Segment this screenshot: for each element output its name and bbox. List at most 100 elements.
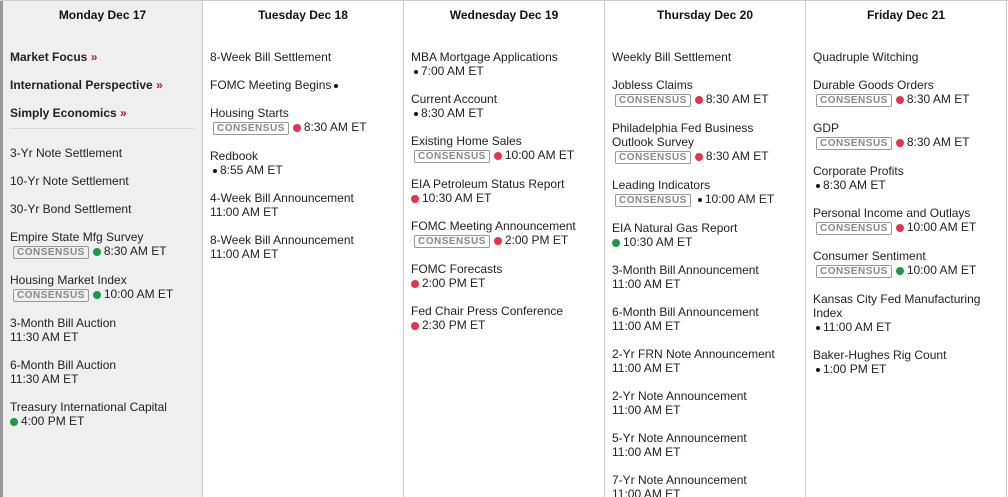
event-title[interactable]: EIA Petroleum Status Report bbox=[411, 177, 565, 191]
event-title[interactable]: FOMC Forecasts bbox=[411, 262, 503, 276]
event-item[interactable]: Existing Home Sales CONSENSUS 10:00 AM ET bbox=[411, 134, 597, 163]
consensus-badge[interactable]: CONSENSUS bbox=[816, 222, 892, 235]
event-title[interactable]: Housing Market Index bbox=[10, 273, 127, 287]
event-item[interactable]: Fed Chair Press Conference 2:30 PM ET bbox=[411, 304, 597, 332]
consensus-badge[interactable]: CONSENSUS bbox=[414, 150, 490, 163]
event-item[interactable]: 7-Yr Note Announcement 11:00 AM ET bbox=[612, 473, 798, 497]
event-title[interactable]: 2-Yr Note Announcement bbox=[612, 389, 747, 403]
consensus-badge[interactable]: CONSENSUS bbox=[615, 194, 691, 207]
event-title[interactable]: 8-Week Bill Announcement bbox=[210, 233, 354, 247]
event-item[interactable]: Kansas City Fed Manufacturing Index 11:00… bbox=[813, 292, 999, 334]
event-item[interactable]: 10-Yr Note Settlement bbox=[10, 174, 195, 188]
event-item[interactable]: Baker-Hughes Rig Count 1:00 PM ET bbox=[813, 348, 999, 376]
consensus-badge[interactable]: CONSENSUS bbox=[816, 137, 892, 150]
consensus-badge[interactable]: CONSENSUS bbox=[13, 246, 89, 259]
event-item[interactable]: FOMC Meeting Announcement CONSENSUS 2:00 P… bbox=[411, 219, 597, 248]
event-item[interactable]: Redbook 8:55 AM ET bbox=[210, 149, 396, 177]
consensus-badge[interactable]: CONSENSUS bbox=[816, 94, 892, 107]
event-title[interactable]: Redbook bbox=[210, 149, 259, 163]
event-title[interactable]: Existing Home Sales bbox=[411, 134, 522, 148]
event-title[interactable]: 30-Yr Bond Settlement bbox=[10, 202, 132, 216]
event-title[interactable]: 2-Yr FRN Note Announcement bbox=[612, 347, 775, 361]
event-title[interactable]: Current Account bbox=[411, 92, 498, 106]
event-item[interactable]: EIA Natural Gas Report 10:30 AM ET bbox=[612, 221, 798, 249]
event-title[interactable]: 10-Yr Note Settlement bbox=[10, 174, 129, 188]
event-item[interactable]: Current Account 8:30 AM ET bbox=[411, 92, 597, 120]
event-title[interactable]: Philadelphia Fed Business Outlook Survey bbox=[612, 121, 754, 149]
importance-dot-icon bbox=[414, 69, 418, 74]
event-title[interactable]: MBA Mortgage Applications bbox=[411, 50, 558, 64]
event-title[interactable]: FOMC Meeting Announcement bbox=[411, 219, 576, 233]
event-item[interactable]: 3-Month Bill Announcement 11:00 AM ET bbox=[612, 263, 798, 291]
event-title[interactable]: Personal Income and Outlays bbox=[813, 206, 971, 220]
report-link[interactable]: Simply Economics » bbox=[10, 106, 195, 120]
event-title[interactable]: Jobless Claims bbox=[612, 78, 693, 92]
report-link-label[interactable]: Simply Economics bbox=[10, 106, 117, 120]
event-title[interactable]: Kansas City Fed Manufacturing Index bbox=[813, 292, 981, 320]
event-item[interactable]: Consumer Sentiment CONSENSUS 10:00 AM ET bbox=[813, 249, 999, 278]
event-title[interactable]: GDP bbox=[813, 121, 840, 135]
event-item[interactable]: MBA Mortgage Applications 7:00 AM ET bbox=[411, 50, 597, 78]
event-title[interactable]: Quadruple Witching bbox=[813, 50, 919, 64]
event-item[interactable]: 4-Week Bill Announcement 11:00 AM ET bbox=[210, 191, 396, 219]
event-item[interactable]: Weekly Bill Settlement bbox=[612, 50, 798, 64]
event-item[interactable]: FOMC Meeting Begins bbox=[210, 78, 396, 92]
event-title[interactable]: EIA Natural Gas Report bbox=[612, 221, 738, 235]
event-title[interactable]: 6-Month Bill Announcement bbox=[612, 305, 759, 319]
consensus-badge[interactable]: CONSENSUS bbox=[615, 151, 691, 164]
event-title[interactable]: 3-Yr Note Settlement bbox=[10, 146, 123, 160]
event-title[interactable]: 5-Yr Note Announcement bbox=[612, 431, 747, 445]
event-item[interactable]: Philadelphia Fed Business Outlook Survey… bbox=[612, 121, 798, 164]
event-item[interactable]: EIA Petroleum Status Report 10:30 AM ET bbox=[411, 177, 597, 205]
event-title[interactable]: Treasury International Capital bbox=[10, 400, 167, 414]
event-item[interactable]: 3-Month Bill Auction 11:30 AM ET bbox=[10, 316, 195, 344]
event-title[interactable]: Housing Starts bbox=[210, 106, 289, 120]
event-item[interactable]: 2-Yr Note Announcement 11:00 AM ET bbox=[612, 389, 798, 417]
event-item[interactable]: Treasury International Capital 4:00 PM ET bbox=[10, 400, 195, 428]
report-link-label[interactable]: International Perspective bbox=[10, 78, 153, 92]
report-link[interactable]: International Perspective » bbox=[10, 78, 195, 92]
consensus-badge[interactable]: CONSENSUS bbox=[414, 235, 490, 248]
event-item[interactable]: Housing Market Index CONSENSUS 10:00 AM ET bbox=[10, 273, 195, 302]
event-item[interactable]: GDP CONSENSUS 8:30 AM ET bbox=[813, 121, 999, 150]
event-title[interactable]: 3-Month Bill Announcement bbox=[612, 263, 759, 277]
event-title[interactable]: 4-Week Bill Announcement bbox=[210, 191, 354, 205]
event-item[interactable]: Jobless Claims CONSENSUS 8:30 AM ET bbox=[612, 78, 798, 107]
event-item[interactable]: 6-Month Bill Auction 11:30 AM ET bbox=[10, 358, 195, 386]
consensus-badge[interactable]: CONSENSUS bbox=[213, 122, 289, 135]
event-title[interactable]: Consumer Sentiment bbox=[813, 249, 926, 263]
event-item[interactable]: 8-Week Bill Announcement 11:00 AM ET bbox=[210, 233, 396, 261]
event-title[interactable]: 7-Yr Note Announcement bbox=[612, 473, 747, 487]
event-item[interactable]: 30-Yr Bond Settlement bbox=[10, 202, 195, 216]
event-item[interactable]: Durable Goods Orders CONSENSUS 8:30 AM ET bbox=[813, 78, 999, 107]
event-item[interactable]: Empire State Mfg Survey CONSENSUS 8:30 AM … bbox=[10, 230, 195, 259]
event-item[interactable]: 5-Yr Note Announcement 11:00 AM ET bbox=[612, 431, 798, 459]
event-title[interactable]: 8-Week Bill Settlement bbox=[210, 50, 332, 64]
consensus-badge[interactable]: CONSENSUS bbox=[615, 94, 691, 107]
consensus-badge[interactable]: CONSENSUS bbox=[13, 289, 89, 302]
event-item[interactable]: 8-Week Bill Settlement bbox=[210, 50, 396, 64]
report-link[interactable]: Market Focus » bbox=[10, 50, 195, 64]
event-title[interactable]: Baker-Hughes Rig Count bbox=[813, 348, 947, 362]
consensus-badge[interactable]: CONSENSUS bbox=[816, 265, 892, 278]
event-item[interactable]: 2-Yr FRN Note Announcement 11:00 AM ET bbox=[612, 347, 798, 375]
event-item[interactable]: Quadruple Witching bbox=[813, 50, 999, 64]
event-item[interactable]: Corporate Profits 8:30 AM ET bbox=[813, 164, 999, 192]
event-title[interactable]: 6-Month Bill Auction bbox=[10, 358, 117, 372]
event-item[interactable]: Personal Income and Outlays CONSENSUS 10:0… bbox=[813, 206, 999, 235]
event-time: 8:30 AM ET bbox=[823, 178, 886, 192]
event-title[interactable]: Durable Goods Orders bbox=[813, 78, 934, 92]
event-item[interactable]: Housing Starts CONSENSUS 8:30 AM ET bbox=[210, 106, 396, 135]
event-item[interactable]: 3-Yr Note Settlement bbox=[10, 146, 195, 160]
event-item[interactable]: Leading Indicators CONSENSUS 10:00 AM ET bbox=[612, 178, 798, 207]
event-title[interactable]: 3-Month Bill Auction bbox=[10, 316, 117, 330]
event-title[interactable]: Corporate Profits bbox=[813, 164, 904, 178]
event-item[interactable]: 6-Month Bill Announcement 11:00 AM ET bbox=[612, 305, 798, 333]
event-title[interactable]: FOMC Meeting Begins bbox=[210, 78, 332, 92]
event-title[interactable]: Weekly Bill Settlement bbox=[612, 50, 732, 64]
event-item[interactable]: FOMC Forecasts 2:00 PM ET bbox=[411, 262, 597, 290]
event-title[interactable]: Fed Chair Press Conference bbox=[411, 304, 564, 318]
report-link-label[interactable]: Market Focus bbox=[10, 50, 88, 64]
event-title[interactable]: Leading Indicators bbox=[612, 178, 711, 192]
event-title[interactable]: Empire State Mfg Survey bbox=[10, 230, 144, 244]
